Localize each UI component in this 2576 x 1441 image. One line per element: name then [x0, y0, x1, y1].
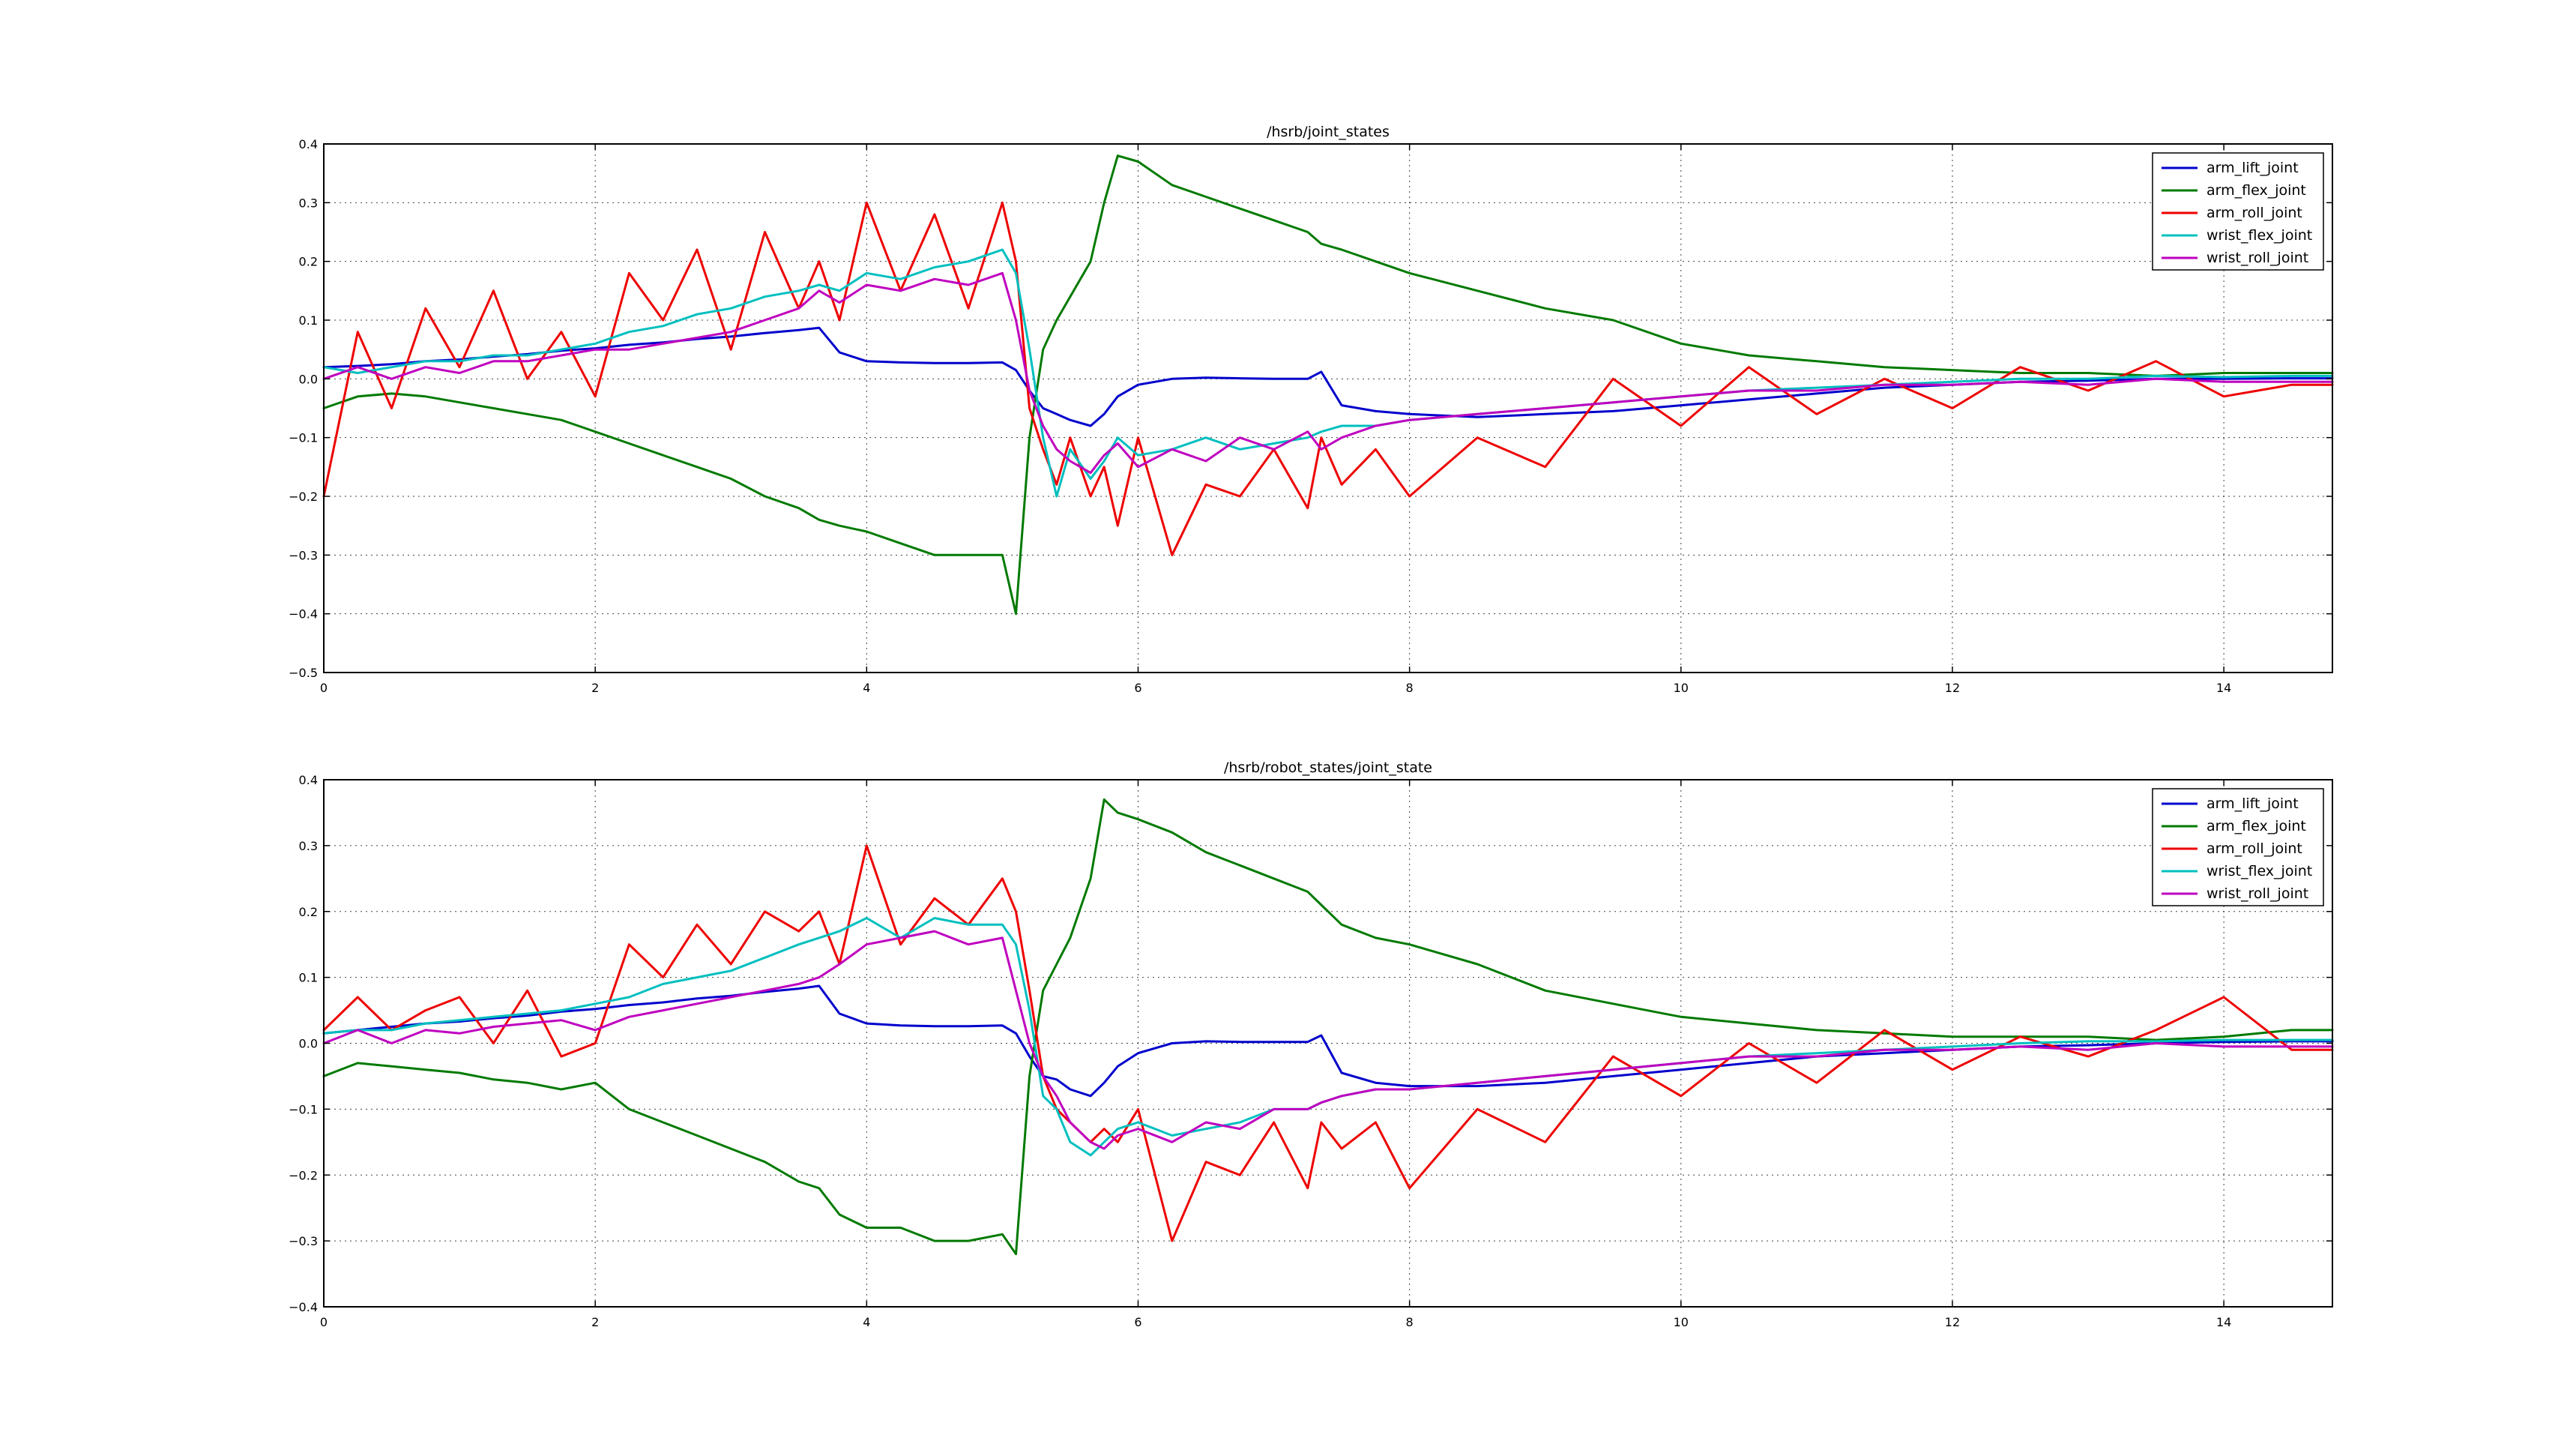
y-tick-label: 0.2 [299, 255, 318, 269]
x-tick-label: 10 [1674, 681, 1689, 695]
series-line-arm-flex-joint [322, 154, 2334, 616]
chart-title: /hsrb/joint_states [1267, 124, 1390, 140]
legend: arm_lift_joint arm_flex_joint arm_roll_joi… [2152, 788, 2324, 906]
legend-label: arm_flex_joint [2207, 182, 2306, 199]
legend-box [2152, 788, 2324, 906]
legend-label: wrist_roll_joint [2207, 250, 2308, 266]
x-tick-label: 2 [591, 681, 599, 695]
y-tick-label: 0.3 [299, 839, 318, 853]
series-line-wrist-roll-joint [322, 271, 2334, 475]
y-tick-label: −0.5 [289, 666, 318, 680]
legend-label: arm_lift_joint [2207, 160, 2299, 176]
series-line-arm-lift-joint [322, 326, 2334, 427]
legend-label: wrist_roll_joint [2207, 885, 2308, 902]
x-tick-label: 12 [1945, 681, 1960, 695]
y-tick-label: 0.1 [299, 313, 318, 328]
legend: arm_lift_joint arm_flex_joint arm_roll_joi… [2152, 152, 2324, 271]
x-tick-label: 0 [320, 681, 328, 695]
y-tick-label: 0.0 [299, 1037, 318, 1051]
x-tick-label: 14 [2216, 1315, 2231, 1329]
x-tick-label: 8 [1406, 1315, 1414, 1329]
chart-title: /hsrb/robot_states/joint_state [1224, 759, 1432, 776]
x-tick-label: 0 [320, 1315, 328, 1329]
x-tick-label: 4 [863, 1315, 870, 1329]
legend-label: wrist_flex_joint [2207, 863, 2312, 879]
x-tick-label: 14 [2216, 681, 2231, 695]
y-tick-label: −0.2 [289, 1168, 318, 1182]
legend-label: arm_flex_joint [2207, 818, 2306, 834]
x-tick-label: 4 [863, 681, 870, 695]
y-tick-label: 0.1 [299, 971, 318, 985]
y-tick-label: −0.4 [289, 607, 318, 622]
y-tick-label: −0.3 [289, 548, 318, 562]
series-line-wrist-roll-joint [322, 930, 2334, 1150]
y-tick-label: 0.4 [299, 773, 318, 787]
series-line-arm-lift-joint [322, 984, 2334, 1098]
plot-frame [323, 143, 2333, 673]
y-tick-label: −0.2 [289, 490, 318, 504]
y-tick-label: −0.4 [289, 1300, 318, 1314]
y-tick-label: 0.2 [299, 905, 318, 919]
series-line-arm-flex-joint [322, 798, 2334, 1256]
x-tick-label: 8 [1406, 681, 1414, 695]
x-tick-label: 2 [591, 1315, 599, 1329]
legend-label: arm_lift_joint [2207, 795, 2299, 812]
legend-box [2152, 152, 2324, 271]
y-tick-label: −0.1 [289, 431, 318, 445]
legend-label: arm_roll_joint [2207, 840, 2302, 857]
y-tick-label: 0.3 [299, 196, 318, 210]
y-tick-label: −0.1 [289, 1102, 318, 1116]
legend-label: arm_roll_joint [2207, 205, 2302, 221]
y-tick-label: −0.3 [289, 1234, 318, 1248]
legend-label: wrist_flex_joint [2207, 227, 2312, 244]
bottom-chart-robot-states: /hsrb/robot_states/joint_state 0 2 4 6 8 10 12 1… [289, 759, 2334, 1329]
y-tick-label: 0.0 [299, 372, 318, 386]
x-tick-label: 10 [1674, 1315, 1689, 1329]
y-tick-label: 0.4 [299, 137, 318, 151]
x-tick-label: 12 [1945, 1315, 1960, 1329]
x-tick-label: 6 [1134, 1315, 1141, 1329]
x-tick-label: 6 [1134, 681, 1141, 695]
top-chart-joint-states: /hsrb/joint_states 0 2 4 6 8 10 12 14 −0.5 −0.4 −0.… [289, 124, 2334, 695]
